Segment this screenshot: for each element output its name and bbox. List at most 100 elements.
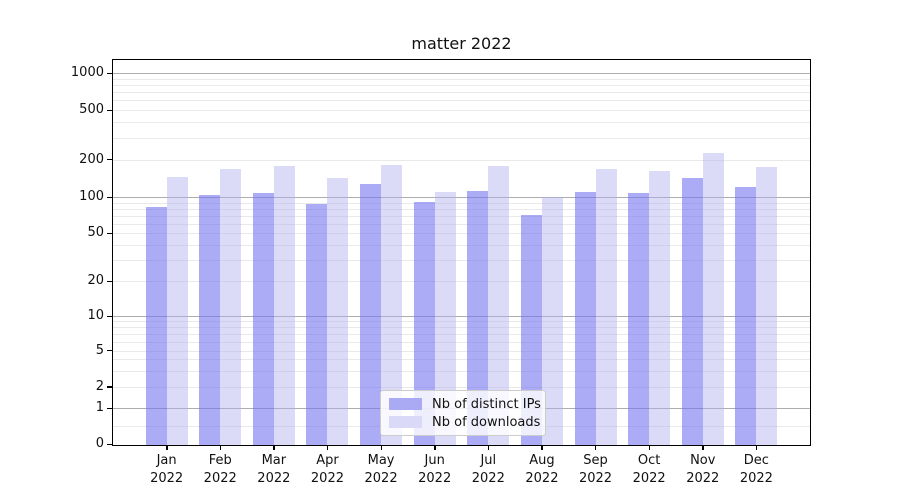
x-tick-year: 2022 — [686, 471, 720, 486]
x-tick-year: 2022 — [257, 471, 291, 486]
gridline-minor — [113, 215, 810, 217]
x-tick-label-aug: Aug 2022 — [510, 452, 574, 488]
legend-item-downloads: Nb of downloads — [389, 414, 541, 430]
x-tick-month: Apr — [316, 453, 339, 468]
x-tick-month: Jun — [424, 453, 445, 468]
bar-distinct-ips-jun — [413, 201, 435, 445]
x-tick-year: 2022 — [739, 471, 773, 486]
legend: Nb of distinct IPs Nb of downloads — [380, 390, 546, 436]
gridline-major — [113, 197, 810, 198]
y-tick-label: 500 — [79, 102, 104, 117]
legend-label-distinct-ips: Nb of distinct IPs — [432, 396, 541, 412]
x-tick-month: Nov — [690, 453, 716, 468]
x-tick-month: Sep — [583, 453, 608, 468]
x-tick-mark — [219, 445, 222, 450]
x-tick-label-nov: Nov 2022 — [671, 452, 735, 488]
x-tick-mark — [541, 445, 543, 450]
x-tick-month: Mar — [261, 453, 287, 468]
x-tick-month: Jan — [156, 453, 177, 468]
x-tick-year: 2022 — [310, 471, 344, 486]
bar-distinct-ips-aug — [520, 214, 542, 445]
x-tick-year: 2022 — [578, 471, 613, 486]
x-tick-mark — [166, 445, 168, 450]
x-tick-label-jul: Jul 2022 — [456, 452, 520, 488]
bar-downloads-mar — [273, 166, 295, 445]
gridline-minor — [113, 350, 810, 352]
gridline-minor — [113, 233, 810, 235]
y-tick-label: 50 — [87, 225, 104, 241]
y-tick-mark — [107, 386, 113, 388]
gridline-minor — [113, 341, 810, 343]
gridline-minor — [113, 281, 810, 282]
bar-distinct-ips-jan — [145, 206, 167, 445]
bar-distinct-ips-nov — [681, 178, 703, 445]
gridline-minor — [113, 259, 810, 261]
gridline-minor — [113, 78, 810, 80]
x-tick-label-jun: Jun 2022 — [403, 452, 467, 488]
bar-distinct-ips-mar — [252, 193, 274, 445]
bar-downloads-jan — [166, 177, 188, 445]
x-tick-month: Feb — [208, 453, 232, 468]
x-tick-mark — [702, 445, 704, 450]
x-tick-year: 2022 — [525, 471, 559, 486]
x-tick-mark — [648, 445, 651, 450]
x-tick-month: Aug — [529, 453, 555, 468]
x-tick-mark — [755, 445, 758, 450]
legend-label-downloads: Nb of downloads — [432, 414, 541, 430]
gridline-minor — [113, 159, 810, 161]
x-tick-label-oct: Oct 2022 — [617, 452, 681, 488]
y-tick-label: 100 — [79, 189, 104, 204]
y-tick-mark — [107, 315, 113, 318]
x-tick-year: 2022 — [364, 471, 398, 486]
legend-swatch-distinct-ips — [389, 398, 422, 410]
legend-swatch-downloads — [389, 416, 422, 428]
gridline-minor — [113, 359, 810, 361]
x-tick-month: May — [367, 453, 395, 468]
gridline-minor — [113, 327, 810, 329]
x-tick-label-jan: Jan 2022 — [135, 452, 199, 488]
bar-distinct-ips-sep — [574, 191, 596, 445]
gridline-minor — [113, 321, 810, 323]
y-tick-mark — [107, 159, 113, 161]
bar-downloads-dec — [756, 167, 778, 445]
bar-downloads-jun — [434, 191, 456, 445]
x-tick-label-mar: Mar 2022 — [242, 452, 306, 488]
x-tick-mark — [326, 445, 329, 450]
y-tick-label: 20 — [87, 273, 104, 288]
gridline-minor — [113, 85, 810, 87]
x-tick-month: Dec — [743, 453, 769, 468]
chart-title: matter 2022 — [411, 34, 512, 53]
gridline-major — [113, 316, 810, 318]
x-tick-label-dec: Dec 2022 — [724, 452, 788, 488]
x-tick-month: Oct — [637, 453, 661, 468]
x-tick-mark — [434, 445, 436, 450]
bar-downloads-feb — [220, 168, 242, 445]
y-tick-label: 200 — [79, 151, 104, 167]
bar-downloads-sep — [595, 168, 617, 445]
bar-distinct-ips-feb — [199, 194, 221, 445]
x-tick-mark — [273, 445, 275, 450]
x-tick-mark — [487, 445, 490, 450]
x-tick-label-sep: Sep 2022 — [564, 452, 628, 488]
x-tick-year: 2022 — [150, 471, 184, 486]
y-tick-mark — [107, 407, 113, 410]
legend-item-distinct-ips: Nb of distinct IPs — [389, 397, 541, 412]
y-tick-label: 10 — [87, 308, 104, 324]
y-tick-label: 0 — [95, 436, 104, 452]
gridline-minor — [113, 208, 810, 210]
y-tick-label: 5 — [95, 342, 104, 358]
y-tick-label: 1000 — [70, 65, 104, 81]
x-tick-label-apr: Apr 2022 — [295, 452, 359, 488]
y-tick-mark — [107, 232, 113, 235]
gridline-minor — [113, 333, 810, 335]
x-tick-label-may: May 2022 — [349, 452, 413, 488]
x-tick-year: 2022 — [471, 471, 505, 486]
y-tick-label: 2 — [95, 378, 104, 394]
gridline-minor — [113, 202, 810, 204]
y-tick-label: 1 — [95, 400, 104, 416]
x-tick-mark — [380, 445, 382, 450]
gridline-minor — [113, 137, 810, 139]
plot-area — [112, 59, 811, 446]
gridline-minor — [113, 100, 810, 102]
